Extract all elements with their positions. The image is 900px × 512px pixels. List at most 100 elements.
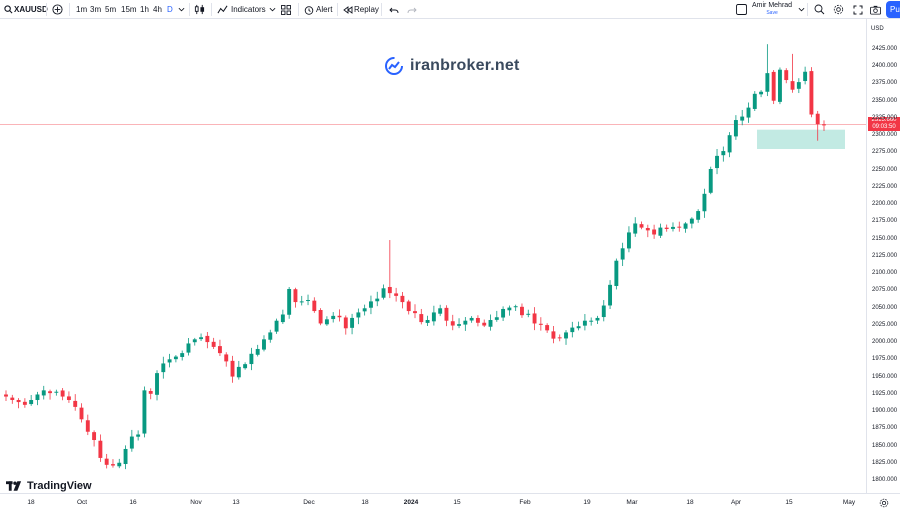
price-scale-label: 2175.000 [872, 218, 898, 225]
bar-countdown: 09:03:50 [872, 124, 896, 131]
candle-up [576, 326, 581, 329]
candle-down [645, 228, 650, 231]
save-status: Save [766, 10, 778, 16]
candle-up [733, 120, 738, 137]
candle-down [809, 71, 814, 115]
user-layout-menu[interactable]: Amir Mehrad Save [752, 2, 792, 17]
candle-up [614, 260, 619, 286]
add-symbol-icon[interactable] [51, 3, 64, 16]
interval-d-active[interactable]: D [167, 5, 173, 14]
candle-up [494, 317, 499, 320]
candle-down [520, 306, 524, 316]
candle-down [92, 432, 97, 441]
last-price-value: 2315.660 [871, 117, 897, 124]
price-scale-label: 1825.000 [872, 459, 898, 466]
layouts-grid-icon[interactable] [279, 3, 292, 16]
candle-up [803, 71, 808, 82]
interval-5m[interactable]: 5m [105, 5, 117, 14]
price-scale[interactable]: USD 2315.660 09:03:50 2425.000 2400.000 23… [866, 19, 900, 493]
candle-up [683, 223, 688, 229]
alert-button[interactable]: Alert [316, 5, 333, 14]
candle-up [620, 248, 625, 260]
candle-down [73, 400, 78, 407]
candle-down [413, 311, 417, 314]
quick-search-icon[interactable] [813, 3, 826, 16]
candles-chart-type-icon[interactable] [193, 3, 206, 16]
fullscreen-icon[interactable] [851, 3, 864, 16]
indicators-button[interactable]: Indicators [231, 5, 266, 14]
time-scale-label: 2024 [403, 499, 419, 506]
interval-15m[interactable]: 15m [121, 5, 137, 14]
tradingview-logo[interactable]: TradingView [6, 480, 92, 492]
interval-1m[interactable]: 1m [76, 5, 88, 14]
time-scale-label: May [842, 499, 856, 506]
alarm-clock-icon[interactable] [302, 3, 315, 16]
price-scale-label: 2075.000 [872, 287, 898, 294]
candle-down [557, 337, 562, 339]
symbol-search[interactable]: XAUUSD [14, 5, 48, 14]
time-scale[interactable]: 18 Oct 16 Nov 13 Dec 18 2024 15 Feb 19 Mar 18 Apr 15 Ma… [0, 493, 900, 512]
candle-up [123, 448, 128, 465]
candle-up [765, 73, 770, 92]
price-scale-label: 2300.000 [872, 132, 898, 139]
candlestick-chart [0, 44, 866, 470]
time-scale-label: 18 [686, 499, 694, 506]
candle-up [155, 373, 159, 395]
currency-label[interactable]: USD [871, 26, 884, 32]
last-price-tag: 2315.660 09:03:50 [868, 117, 900, 132]
candle-up [180, 353, 185, 357]
candle-up [721, 151, 726, 156]
camera-snapshot-icon[interactable] [869, 3, 882, 16]
settings-gear-icon[interactable] [832, 3, 845, 16]
replay-button[interactable]: Replay [354, 5, 379, 14]
chevron-down-icon[interactable] [175, 3, 188, 16]
price-scale-label: 2225.000 [872, 183, 898, 190]
price-scale-label: 1925.000 [872, 390, 898, 397]
price-scale-label: 2325.000 [872, 114, 898, 121]
candle-up [35, 394, 40, 401]
candle-down [337, 315, 342, 318]
search-icon[interactable] [2, 3, 15, 16]
replay-rewind-icon[interactable] [341, 3, 354, 16]
iranbroker-logo-icon [385, 57, 403, 75]
price-scale-label: 2375.000 [872, 80, 898, 87]
interval-4h[interactable]: 4h [153, 5, 162, 14]
candle-down [66, 396, 71, 401]
chevron-down-icon[interactable] [795, 3, 808, 16]
candle-up [463, 320, 468, 325]
time-scale-label: Feb [519, 499, 531, 506]
candle-down [406, 301, 411, 312]
user-name: Amir Mehrad [752, 2, 793, 9]
candle-up [715, 155, 719, 169]
support-zone-rectangle[interactable] [757, 129, 845, 149]
candle-up [746, 107, 751, 118]
indicators-icon[interactable] [216, 3, 229, 16]
price-scale-label: 2125.000 [872, 252, 898, 259]
candle-down [205, 335, 210, 343]
candle-up [280, 314, 285, 323]
candle-down [343, 317, 348, 329]
candle-up [29, 400, 34, 405]
candle-up [350, 317, 355, 328]
interval-1h[interactable]: 1h [140, 5, 149, 14]
candle-up [740, 116, 745, 121]
publish-button[interactable]: Pu [886, 1, 900, 18]
price-scale-label: 1850.000 [872, 442, 898, 449]
interval-3m[interactable]: 3m [90, 5, 102, 14]
undo-icon[interactable] [387, 3, 400, 16]
time-scale-label: 16 [129, 499, 137, 506]
redo-icon[interactable] [405, 3, 418, 16]
candle-up [299, 301, 304, 303]
candle-up [752, 93, 757, 109]
tradingview-icon [6, 480, 22, 491]
chart-pane[interactable]: iranbroker.net TradingView [0, 19, 866, 493]
layout-square-icon[interactable] [735, 3, 748, 16]
time-scale-label: 15 [453, 499, 461, 506]
time-scale-settings-icon[interactable] [877, 496, 890, 509]
candle-down [475, 317, 480, 323]
price-scale-label: 2050.000 [872, 304, 898, 311]
candle-down [771, 71, 776, 101]
candle-up [167, 359, 172, 363]
chevron-down-icon[interactable] [266, 3, 279, 16]
top-toolbar: XAUUSD 1m 3m 5m 15m 1h 4h D Indicators A… [0, 0, 900, 19]
